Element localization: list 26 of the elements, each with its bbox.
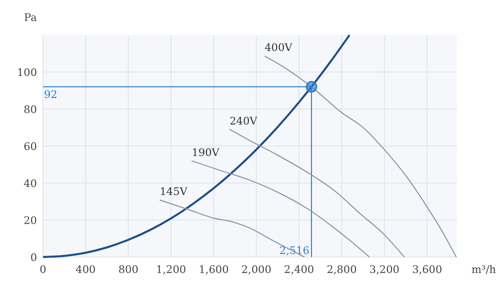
y-axis-title: Pa bbox=[24, 12, 37, 24]
x-tick-label: 400 bbox=[76, 264, 96, 276]
ref-line-label: 2,516 bbox=[279, 245, 310, 257]
x-tick-label: 1,200 bbox=[156, 264, 186, 276]
x-axis-title: m³/h bbox=[472, 264, 496, 276]
series-label: 240V bbox=[230, 115, 258, 128]
x-tick-label: 2,400 bbox=[284, 264, 314, 276]
ref-line-label: 92 bbox=[44, 88, 58, 101]
series-label: 190V bbox=[192, 146, 220, 159]
y-tick-label: 20 bbox=[24, 215, 37, 227]
series-label: 145V bbox=[160, 186, 188, 198]
x-tick-label: 3,200 bbox=[369, 264, 400, 276]
line-series bbox=[191, 160, 370, 258]
x-tick-label: 800 bbox=[118, 264, 138, 276]
y-tick-label: 80 bbox=[24, 104, 37, 116]
y-tick-label: 40 bbox=[24, 178, 37, 190]
x-tick-label: 2,000 bbox=[241, 264, 272, 276]
line-series bbox=[229, 128, 405, 258]
x-tick-label: 1,600 bbox=[198, 264, 229, 276]
series-label: 400V bbox=[264, 42, 293, 54]
x-tick-label: 0 bbox=[40, 264, 46, 276]
x-tick-label: 3,600 bbox=[412, 264, 442, 276]
y-tick-label: 0 bbox=[30, 252, 37, 264]
x-tick-label: 2,800 bbox=[326, 264, 357, 276]
y-tick-label: 60 bbox=[24, 141, 37, 153]
y-tick-label: 100 bbox=[16, 67, 37, 79]
